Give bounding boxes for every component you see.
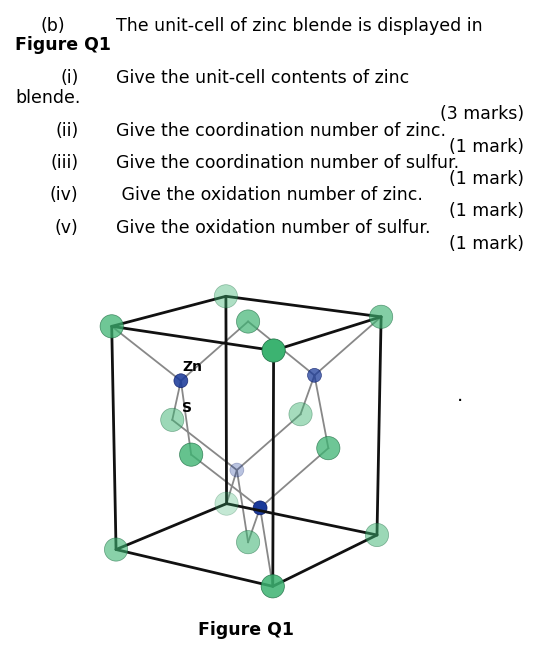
Text: blende.: blende.	[15, 89, 81, 107]
Text: (v): (v)	[55, 219, 78, 237]
Text: The unit-cell of zinc blende is displayed in: The unit-cell of zinc blende is displaye…	[116, 17, 483, 35]
Text: Give the oxidation number of sulfur.: Give the oxidation number of sulfur.	[116, 219, 431, 237]
Text: (1 mark): (1 mark)	[448, 202, 524, 220]
Text: .: .	[104, 36, 110, 53]
Text: .: .	[457, 386, 464, 405]
Text: (1 mark): (1 mark)	[448, 235, 524, 252]
Text: Give the coordination number of sulfur.: Give the coordination number of sulfur.	[116, 154, 459, 172]
Text: (1 mark): (1 mark)	[448, 170, 524, 188]
Text: Give the unit-cell contents of zinc: Give the unit-cell contents of zinc	[116, 69, 410, 86]
Text: Figure Q1: Figure Q1	[15, 36, 111, 53]
Text: Give the coordination number of zinc.: Give the coordination number of zinc.	[116, 122, 446, 140]
Text: (b): (b)	[41, 17, 65, 35]
Text: Give the oxidation number of zinc.: Give the oxidation number of zinc.	[116, 186, 423, 204]
Text: (i): (i)	[60, 69, 78, 86]
Text: Figure Q1: Figure Q1	[198, 621, 294, 639]
Text: (1 mark): (1 mark)	[448, 138, 524, 156]
Text: (3 marks): (3 marks)	[440, 105, 524, 123]
Text: (ii): (ii)	[55, 122, 78, 140]
Text: (iii): (iii)	[50, 154, 78, 172]
Text: (iv): (iv)	[50, 186, 78, 204]
